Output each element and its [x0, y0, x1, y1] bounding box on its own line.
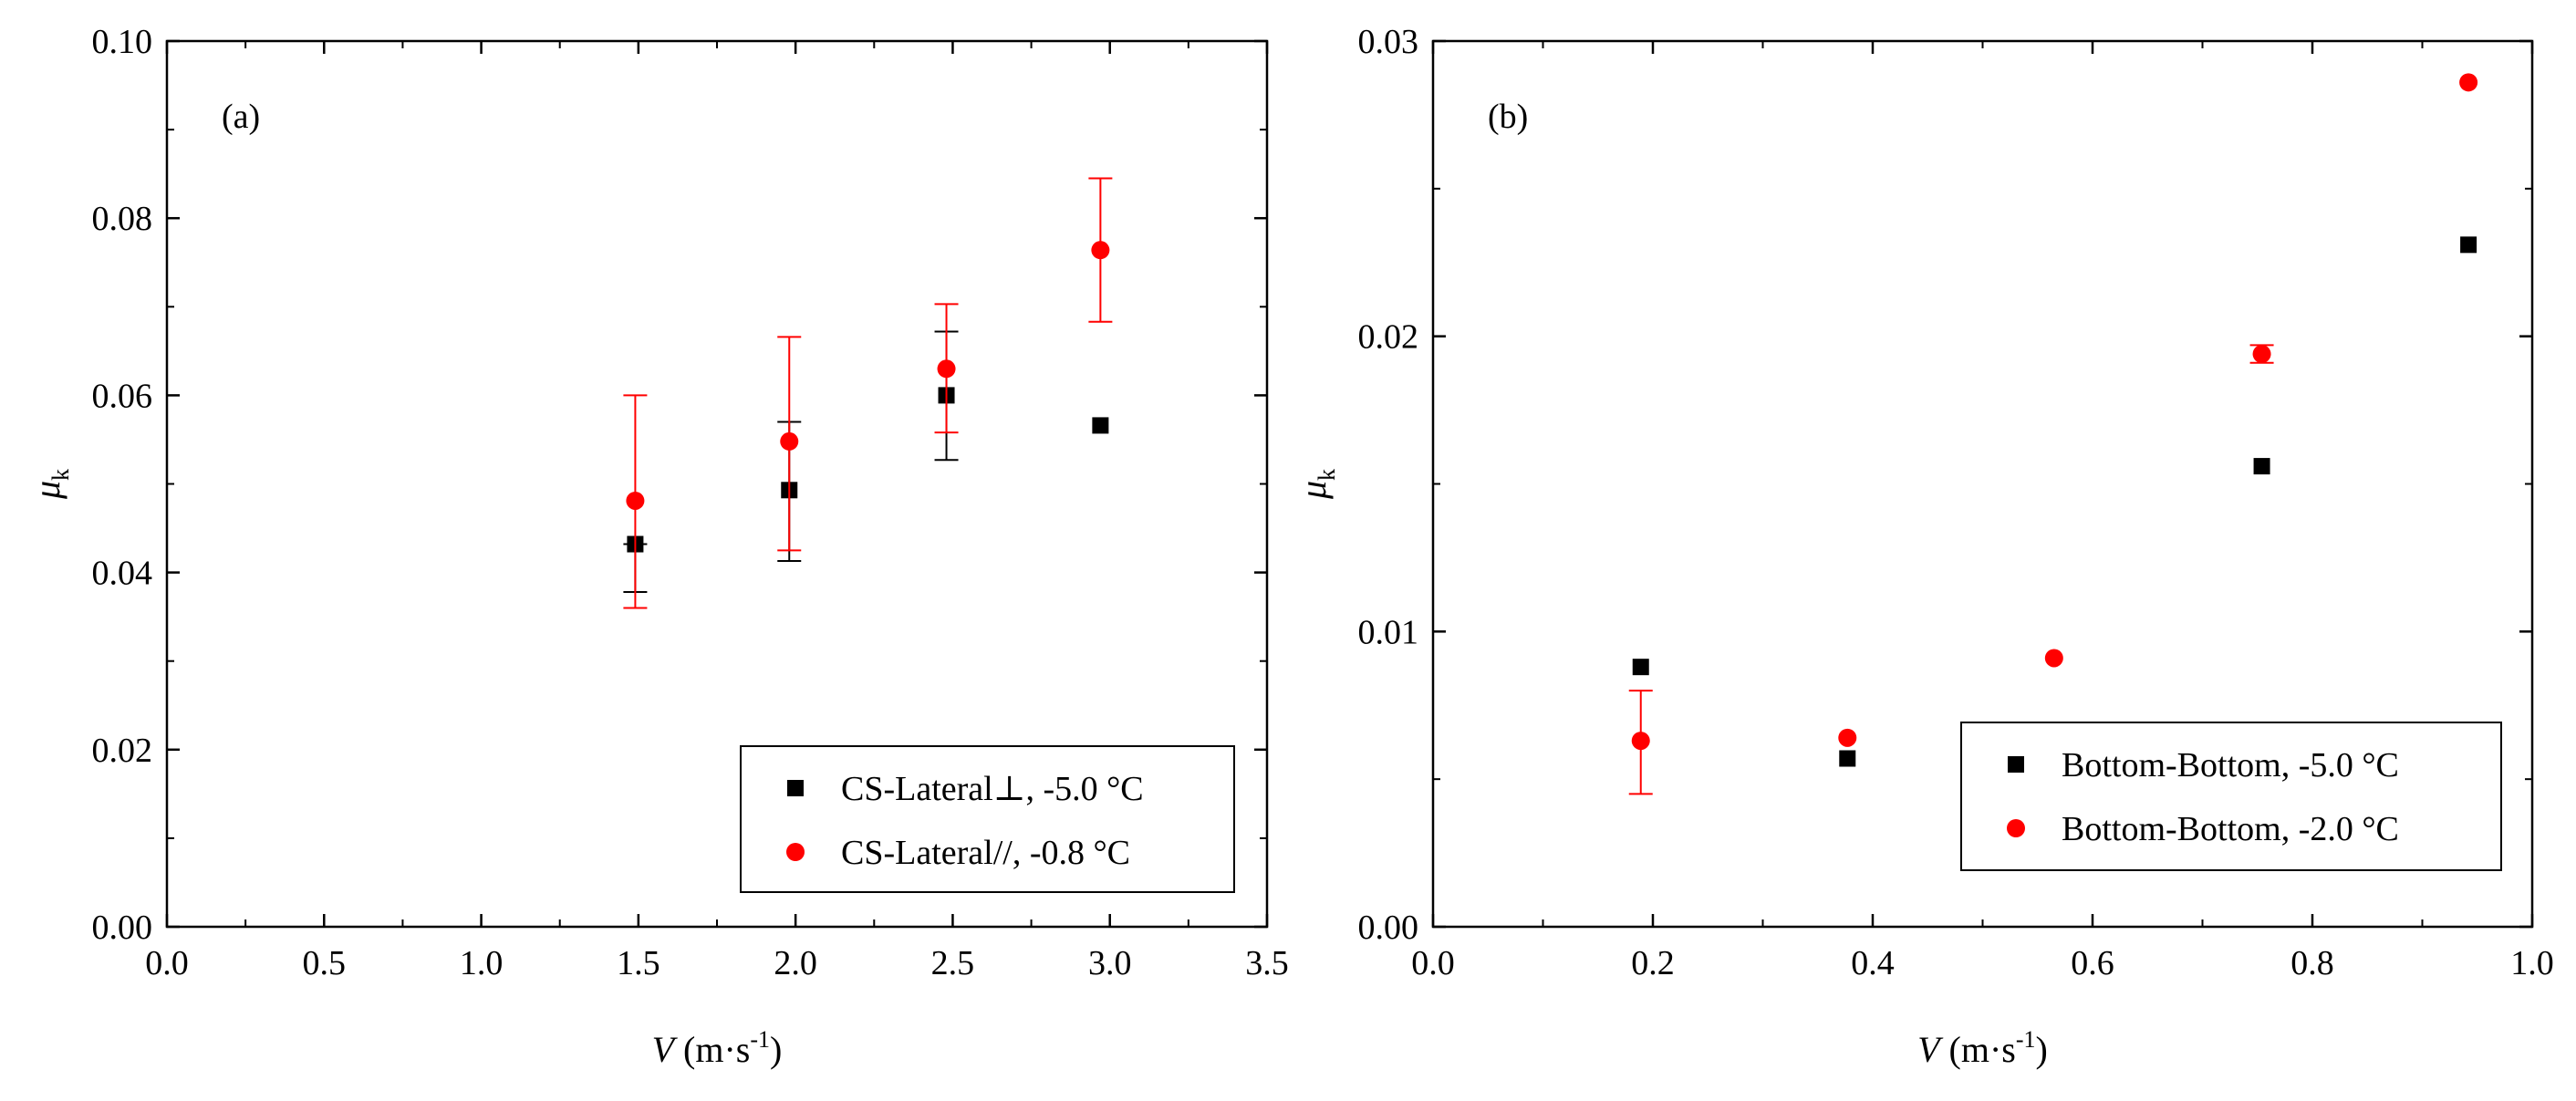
legend: Bottom-Bottom, -5.0 °C Bottom-Bottom, -2.… [1960, 722, 2502, 871]
x-axis-label-exp: -1 [750, 1026, 770, 1053]
series-1 [623, 177, 1113, 609]
data-point-square [1632, 659, 1649, 676]
legend: CS-Lateral⊥, -5.0 °C CS-Lateral//, -0.8 °… [740, 745, 1235, 893]
x-tick-label: 0.8 [2290, 944, 2334, 982]
y-tick-label: 0.03 [1358, 23, 1419, 61]
y-axis-label-sub: k [47, 469, 74, 481]
y-axis-label-symbol: μ [1293, 481, 1334, 500]
series-0 [1632, 236, 2477, 767]
panel-label: (a) [222, 98, 260, 136]
x-axis-label-close: ) [2036, 1029, 2048, 1070]
legend-box [1960, 722, 2502, 871]
x-tick-label: 2.5 [931, 944, 975, 982]
y-tick-label: 0.10 [92, 23, 153, 61]
legend-marker-circle [2007, 819, 2025, 837]
x-tick-label: 1.5 [617, 944, 660, 982]
x-axis-label-unit: (m·s [683, 1029, 750, 1070]
data-point-square [1092, 417, 1109, 434]
x-tick-label: 0.0 [145, 944, 189, 982]
x-tick-label: 3.5 [1245, 944, 1289, 982]
legend-label: Bottom-Bottom, -5.0 °C [2062, 746, 2399, 784]
data-point-circle [626, 491, 645, 510]
x-tick-label: 0.0 [1411, 944, 1455, 982]
legend-marker-square [2008, 756, 2024, 773]
y-tick-label: 0.08 [92, 200, 153, 238]
y-tick-label: 0.01 [1358, 613, 1419, 651]
x-axis-label-exp: -1 [2016, 1026, 2036, 1053]
panel-label: (b) [1488, 98, 1528, 136]
legend-marker-square [787, 780, 804, 796]
data-point-square [2253, 458, 2270, 475]
data-point-circle [2044, 649, 2063, 668]
x-axis-label: V (m·s-1) [1917, 1026, 2048, 1070]
y-tick-label: 0.06 [92, 377, 153, 415]
x-tick-label: 2.0 [774, 944, 817, 982]
y-tick-label: 0.02 [92, 732, 153, 770]
x-axis-label-unit: (m·s [1949, 1029, 2016, 1070]
x-tick-label: 3.0 [1088, 944, 1132, 982]
x-axis-label: V (m·s-1) [652, 1026, 783, 1070]
legend-marker-circle [786, 843, 805, 861]
data-point-circle [2252, 345, 2271, 364]
x-tick-label: 0.2 [1631, 944, 1675, 982]
y-tick-label: 0.04 [92, 555, 153, 593]
data-point-circle [1838, 728, 1857, 747]
x-axis-label-close: ) [770, 1029, 782, 1070]
legend-label: CS-Lateral⊥, -5.0 °C [841, 770, 1144, 808]
x-tick-label: 0.6 [2071, 944, 2114, 982]
x-tick-label: 0.5 [303, 944, 347, 982]
panel-a: 0.0 0.5 1.0 1.5 2.0 2.5 3.0 3.5 0.00 0.02 0.04 0.06… [26, 23, 1289, 1070]
y-axis-label-sub: k [1314, 469, 1340, 481]
data-point-circle [780, 431, 799, 451]
x-tick-label: 1.0 [2510, 944, 2554, 982]
y-axis-label: μk [26, 469, 74, 500]
y-axis-label: μk [1293, 469, 1340, 500]
data-point-circle [1631, 732, 1650, 751]
data-point-circle [1091, 241, 1110, 260]
x-axis-label-var: V [1917, 1029, 1944, 1070]
data-point-square [2460, 236, 2477, 254]
x-tick-label: 0.4 [1851, 944, 1895, 982]
legend-label: CS-Lateral//, -0.8 °C [841, 834, 1130, 872]
y-axis-label-symbol: μ [26, 481, 68, 500]
x-axis-label-var: V [652, 1029, 679, 1070]
data-point-circle [2459, 73, 2478, 92]
data-point-circle [937, 359, 956, 379]
series-0 [623, 330, 1109, 593]
panel-b: 0.0 0.2 0.4 0.6 0.8 1.0 0.00 0.01 0.02 0.03 (b) V (m… [1293, 23, 2554, 1070]
y-tick-label: 0.00 [92, 909, 153, 947]
y-tick-label: 0.02 [1358, 318, 1419, 357]
data-point-square [1839, 750, 1856, 767]
legend-box [740, 745, 1235, 893]
legend-label: Bottom-Bottom, -2.0 °C [2062, 810, 2399, 848]
x-tick-label: 1.0 [460, 944, 504, 982]
y-tick-label: 0.00 [1358, 909, 1419, 947]
series-1 [1628, 73, 2478, 795]
